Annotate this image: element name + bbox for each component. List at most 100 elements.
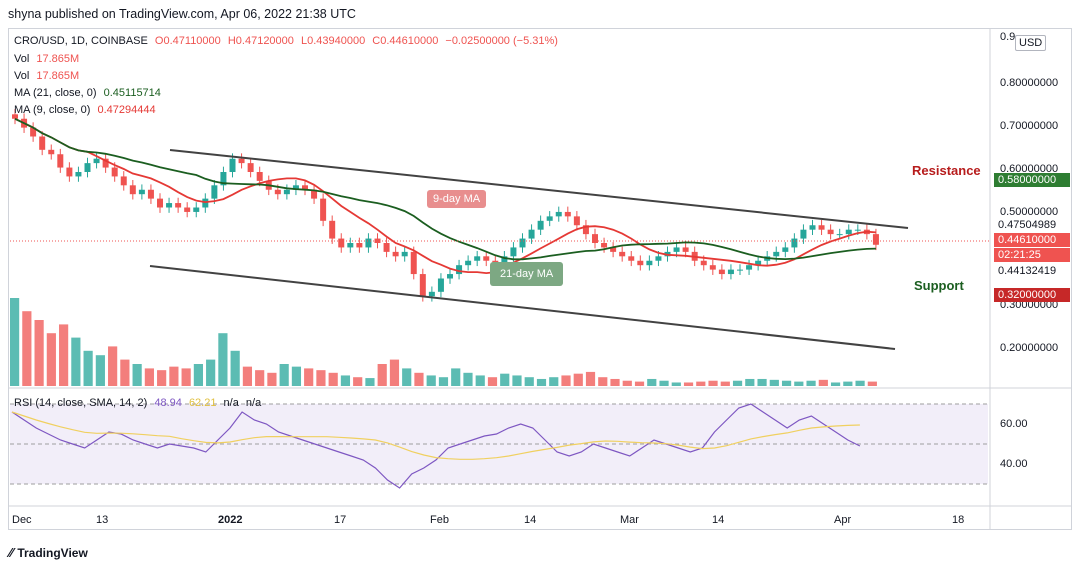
- volume-bar: [10, 298, 20, 386]
- volume-bar: [83, 350, 93, 386]
- chart-frame[interactable]: [8, 28, 1072, 530]
- candle-body: [447, 274, 453, 279]
- candle-body: [845, 229, 852, 235]
- candle-body: [193, 207, 200, 212]
- candle-body: [555, 211, 562, 217]
- candle-body: [238, 158, 245, 164]
- ma9-price-tag: 0.47504989: [994, 218, 1070, 232]
- volume-bar: [108, 346, 118, 386]
- tradingview-icon: ⁄⁄: [9, 545, 14, 560]
- candle-body: [184, 207, 191, 212]
- volume-bar: [389, 359, 400, 386]
- volume-bar: [463, 372, 473, 386]
- candle-body: [700, 260, 707, 266]
- volume-bar: [843, 381, 853, 386]
- volume-bar: [659, 380, 669, 386]
- volume-bar: [745, 378, 755, 386]
- price-tick: 0.30000000: [1000, 299, 1058, 311]
- volume-bar: [781, 380, 792, 386]
- candle-body: [592, 234, 598, 243]
- candle-body: [474, 256, 481, 261]
- volume-bar: [34, 320, 44, 386]
- candle-body: [274, 189, 281, 195]
- candle-body: [166, 203, 173, 208]
- lower-trendline: [149, 265, 896, 350]
- candle-body: [292, 185, 299, 190]
- volume-bar: [732, 380, 743, 386]
- high-value: H0.47120000: [227, 35, 294, 47]
- volume-bar: [585, 371, 596, 386]
- price-tick: 0.60000000: [1000, 163, 1058, 175]
- rsi-value-2: 62.21: [188, 397, 217, 409]
- candle-body: [601, 243, 608, 248]
- volume-bar: [524, 377, 534, 386]
- candle-body: [229, 158, 236, 172]
- candle-body: [854, 229, 861, 231]
- volume-bar: [696, 381, 706, 386]
- candle-body: [528, 229, 535, 239]
- volume-bar: [634, 381, 645, 386]
- candle-body: [872, 234, 879, 245]
- volume-bar: [291, 366, 302, 386]
- candle-body: [755, 260, 762, 266]
- volume-bar: [671, 382, 681, 386]
- ma9-line: [14, 117, 876, 275]
- candle-body: [392, 251, 399, 257]
- symbol-name: CRO/USD, 1D, COINBASE: [14, 35, 148, 47]
- vol-legend-1: Vol 17.865M: [14, 53, 83, 65]
- candle-body: [428, 291, 435, 297]
- tradingview-logo[interactable]: ⁄⁄ TradingView: [9, 545, 88, 560]
- last-price-tag: 0.44610000: [994, 233, 1070, 247]
- support-price-tag: 0.32000000: [994, 288, 1070, 302]
- candle-body: [483, 256, 490, 261]
- ma9-legend: MA (9, close, 0) 0.47294444: [14, 104, 160, 116]
- candle-body: [718, 269, 725, 275]
- symbol-legend: CRO/USD, 1D, COINBASE O0.47110000 H0.471…: [14, 35, 562, 47]
- vol-value: 17.865M: [36, 70, 80, 82]
- candle-body: [347, 243, 354, 248]
- candle-body: [374, 238, 381, 243]
- candle-body: [727, 269, 734, 275]
- candle-body: [682, 247, 689, 252]
- candle-body: [220, 172, 227, 186]
- ma9-annotation: 9-day MA: [427, 190, 487, 208]
- volume-bar: [806, 380, 816, 386]
- rsi-value-4: n/a: [245, 397, 262, 409]
- volume-bar: [720, 381, 730, 386]
- volume-bar: [255, 370, 265, 386]
- candle-body: [773, 251, 780, 257]
- volume-bar: [22, 311, 32, 386]
- vol-legend-2: Vol 17.865M: [14, 70, 83, 82]
- volume-bar: [536, 378, 547, 386]
- candle-body: [537, 220, 544, 230]
- close-value: C0.44610000: [372, 35, 439, 47]
- candle-body: [582, 225, 589, 235]
- volume-bar: [451, 368, 461, 386]
- candle-body: [546, 216, 553, 221]
- rsi-line: [11, 403, 861, 489]
- volume-bar: [377, 364, 387, 386]
- ma21-label: MA (21, close, 0): [14, 87, 97, 99]
- rsi-label: RSI (14, close, SMA, 14, 2): [14, 397, 148, 409]
- rsi-legend: RSI (14, close, SMA, 14, 2) 48.94 62.21 …: [14, 397, 265, 409]
- volume-bar: [438, 377, 449, 386]
- volume-bar: [426, 375, 436, 386]
- currency-label[interactable]: USD: [1015, 35, 1047, 51]
- price-tick: 0.80000000: [1000, 77, 1058, 89]
- candle-body: [564, 211, 571, 217]
- candle-body: [338, 238, 345, 248]
- candle-body: [573, 216, 580, 226]
- candle-body: [157, 198, 163, 208]
- candle-body: [519, 238, 526, 248]
- volume-bar: [120, 359, 130, 386]
- volume-bar: [598, 377, 608, 386]
- candle-body: [437, 278, 444, 292]
- volume-bar: [316, 370, 326, 386]
- volume-bar: [95, 355, 105, 386]
- ma21-annotation: 21-day MA: [490, 262, 564, 286]
- volume-bar: [818, 379, 828, 386]
- candle-body: [809, 225, 816, 230]
- candle-body: [93, 158, 100, 164]
- ma21-legend: MA (21, close, 0) 0.45115714: [14, 87, 165, 99]
- candle-body: [510, 247, 517, 257]
